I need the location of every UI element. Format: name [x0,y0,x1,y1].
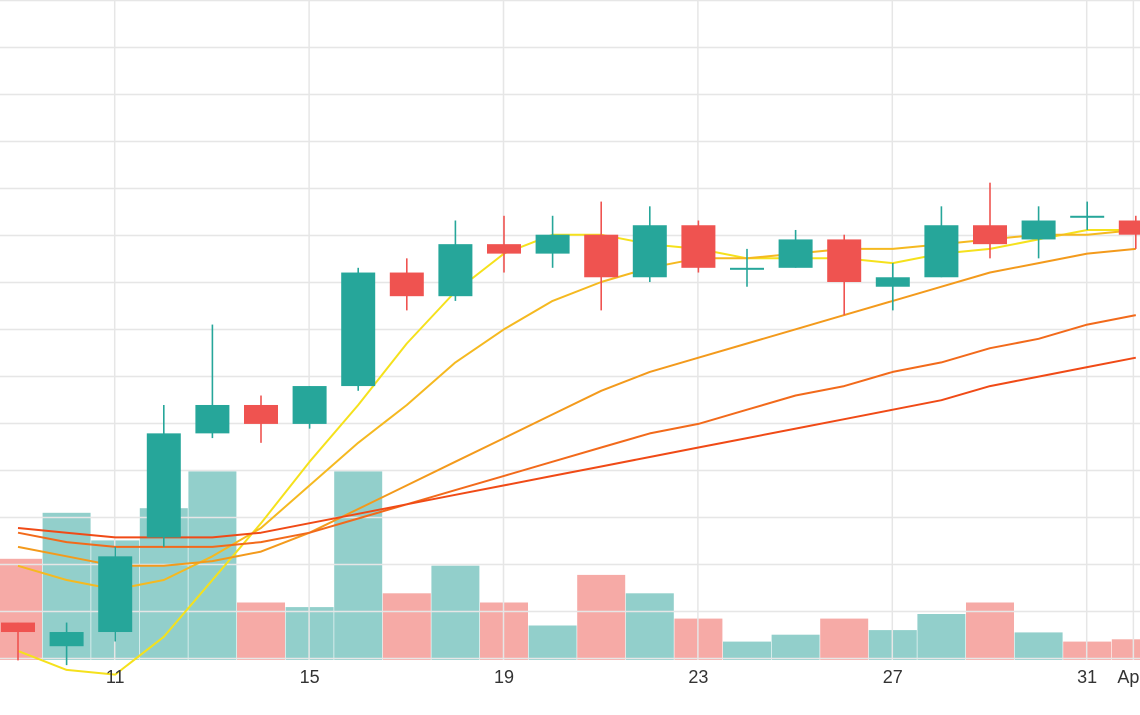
volume-bar-8 [334,471,383,660]
x-axis-ticks: 11 15 19 23 27 31 Apr [106,667,1140,687]
candle-body [438,244,473,297]
moving-average-line-3 [17,247,1136,567]
candle-2 [49,622,84,666]
grid [0,0,1140,660]
volume-bar-12 [528,625,577,660]
candle-body [146,433,181,538]
candle-1 [1,622,35,661]
moving-average-line-5 [17,356,1136,539]
x-tick-label: 15 [300,667,320,687]
candle-15 [681,220,716,273]
x-tick-label: 27 [883,667,903,687]
x-tick-label: 19 [494,667,514,687]
candle-20 [924,206,959,278]
volume-bar-16 [723,641,771,660]
candle-10 [438,220,473,301]
volume-bar-14 [625,593,674,660]
candle-body [98,556,133,633]
candle-body [1118,220,1140,235]
candle-body [973,225,1007,245]
x-tick-label: 11 [106,667,125,687]
candle-body [244,404,278,424]
candle-body [535,234,570,254]
volume-bar-18 [820,618,869,660]
candle-body [827,239,862,282]
candle-body [49,632,84,647]
volume-bar-24 [1111,639,1140,660]
candle-19 [875,263,910,311]
candle-body [1,622,35,633]
candle-17 [778,229,813,268]
volume-bar-1 [0,558,42,660]
candle-7 [292,386,327,429]
candle-3 [98,546,133,642]
candle-body [292,386,327,424]
candle-body [730,267,764,270]
candle-4 [146,404,181,547]
candle-24 [1118,215,1140,249]
candle-16 [730,248,764,287]
candle-23 [1070,201,1105,230]
candle-body [632,225,667,278]
volume-bar-20 [917,614,966,660]
candle-body [875,277,910,287]
candle-9 [389,258,424,311]
candle-body [1021,220,1056,240]
candle-body [778,239,813,268]
candle-body [487,244,521,254]
candle-12 [535,215,570,268]
candle-body [389,272,424,297]
candle-21 [973,182,1007,259]
volume-bar-10 [431,565,480,660]
candle-11 [487,215,521,273]
volume-bar-9 [382,593,431,660]
x-tick-label: 31 [1077,667,1097,687]
volume-bar-17 [771,634,820,660]
candle-14 [632,206,667,282]
candle-22 [1021,206,1056,259]
moving-average-line-4 [17,314,1136,548]
volume-bar-5 [188,471,237,660]
x-tick-label: Apr [1117,667,1140,687]
candle-6 [244,395,278,443]
volume-bar-13 [577,574,626,660]
candle-body [341,272,376,387]
candle-8 [341,267,376,391]
candle-13 [584,201,619,311]
candles [1,182,1140,666]
candle-body [195,404,230,434]
x-tick-label: 23 [688,667,708,687]
candle-5 [195,324,230,439]
candle-body [924,225,959,278]
candle-body [1070,215,1105,218]
candle-body [584,234,619,278]
candle-body [681,225,716,268]
volume-bar-22 [1014,632,1063,660]
candle-18 [827,234,862,316]
